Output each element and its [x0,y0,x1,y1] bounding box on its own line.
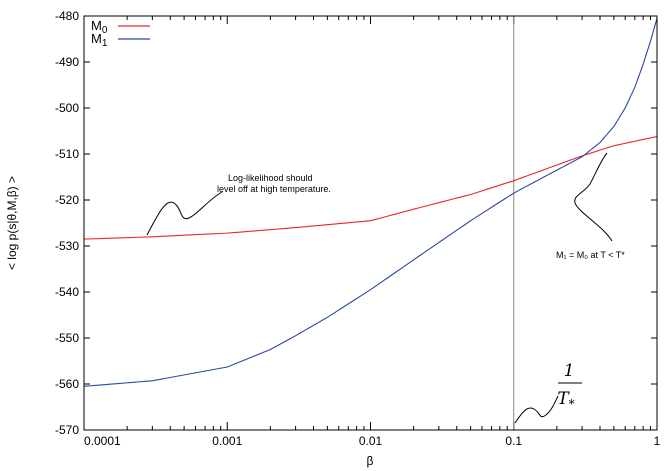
x-tick-label: 0.0001 [84,434,121,448]
annotation-crossing: M₁ = M₀ at T < T* [556,152,625,260]
y-tick-label: -540 [55,285,79,299]
y-axis-title: < log p(s|θ,M,β) > [5,176,19,270]
x-axis-ticks: 0.0001 0.001 0.01 0.1 1 [83,16,661,448]
fraction-denominator: T* [557,389,574,411]
x-axis-title: β [367,454,374,468]
legend-entry-m1: M1 [91,31,150,49]
plot-frame [83,15,658,431]
legend-label-m1: M1 [91,31,108,49]
y-tick-label: -570 [55,423,79,437]
legend-label-m0: M0 [91,18,108,36]
series-line-m0 [83,135,658,240]
annotation-crossing-pointer [574,152,613,242]
annotation-leveloff: Log-likelihood should level off at high … [146,173,331,236]
x-tick-label: 0.001 [212,434,242,448]
annotation-inverse-temperature: 1 T* [514,361,582,424]
y-axis-ticks: -480 -490 -500 -510 -520 -530 -540 -550 -560 -570 [55,9,657,437]
y-tick-label: -510 [55,147,79,161]
y-tick-label: -480 [55,9,79,23]
y-tick-label: -530 [55,239,79,253]
x-tick-label: 0.1 [505,434,522,448]
annotation-inverse-temperature-pointer [514,395,559,424]
y-tick-label: -490 [55,55,79,69]
annotation-crossing-label: M₁ = M₀ at T < T* [556,250,625,260]
annotation-leveloff-line1: Log-likelihood should [228,173,313,183]
series-line-m1 [83,18,658,387]
annotation-leveloff-pointer [146,191,223,236]
annotation-leveloff-line2: level off at high temperature. [217,184,331,194]
y-tick-label: -500 [55,101,79,115]
x-tick-label: 0.01 [359,434,383,448]
fraction-numerator: 1 [564,361,575,381]
legend-entry-m0: M0 [91,18,150,36]
y-tick-label: -550 [55,331,79,345]
y-tick-label: -520 [55,193,79,207]
y-tick-label: -560 [55,377,79,391]
legend: M0 M1 [91,18,150,49]
x-tick-label: 1 [654,434,661,448]
